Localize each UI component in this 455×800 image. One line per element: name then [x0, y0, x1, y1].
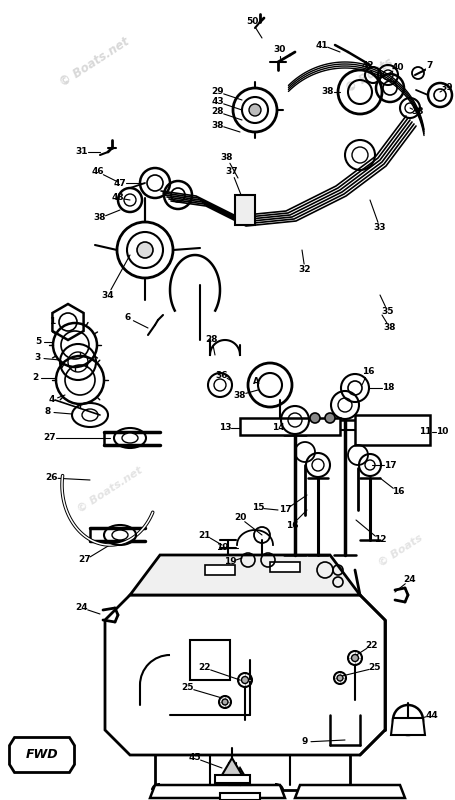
Text: 19: 19 — [215, 543, 228, 553]
Circle shape — [136, 242, 153, 258]
Text: 46: 46 — [91, 167, 104, 177]
Text: 31: 31 — [76, 147, 88, 157]
Text: 14: 14 — [271, 423, 283, 433]
Text: 6: 6 — [125, 314, 131, 322]
Text: 7: 7 — [426, 61, 432, 70]
Text: 20: 20 — [233, 514, 246, 522]
Text: 16: 16 — [391, 487, 404, 497]
Text: 5: 5 — [35, 338, 41, 346]
Text: 22: 22 — [365, 641, 377, 650]
Text: FWD: FWD — [25, 749, 58, 762]
Text: 32: 32 — [298, 266, 311, 274]
Text: 38: 38 — [211, 121, 224, 130]
Text: 8: 8 — [45, 407, 51, 417]
Polygon shape — [229, 768, 249, 785]
Circle shape — [248, 104, 260, 116]
Text: © Boats.net: © Boats.net — [76, 466, 144, 514]
Text: 30: 30 — [273, 46, 286, 54]
Polygon shape — [10, 738, 74, 773]
Text: 43: 43 — [211, 98, 224, 106]
Text: 21: 21 — [198, 530, 211, 539]
Circle shape — [241, 677, 248, 683]
Text: 27: 27 — [79, 555, 91, 565]
Ellipse shape — [122, 433, 138, 443]
Text: 18: 18 — [381, 383, 394, 393]
Text: 12: 12 — [373, 535, 385, 545]
Circle shape — [324, 413, 334, 423]
Text: 47: 47 — [113, 178, 126, 187]
Circle shape — [336, 675, 342, 681]
Text: 28: 28 — [211, 107, 224, 117]
Polygon shape — [222, 758, 242, 775]
Text: 16: 16 — [361, 367, 374, 377]
Text: 22: 22 — [198, 663, 211, 673]
Text: 38: 38 — [411, 107, 423, 117]
Text: 38: 38 — [220, 154, 233, 162]
Text: 16: 16 — [285, 521, 298, 530]
Text: 15: 15 — [251, 503, 263, 513]
Text: 28: 28 — [205, 335, 218, 345]
Text: © Boats: © Boats — [343, 55, 395, 95]
Text: 44: 44 — [425, 710, 437, 719]
Text: 48: 48 — [111, 194, 124, 202]
Text: 45: 45 — [188, 754, 201, 762]
Text: © Boats.net: © Boats.net — [58, 34, 132, 90]
Text: 38: 38 — [383, 323, 395, 333]
Polygon shape — [105, 595, 384, 755]
Text: 17: 17 — [278, 506, 291, 514]
Text: 50: 50 — [245, 18, 258, 26]
Text: 27: 27 — [44, 434, 56, 442]
Polygon shape — [390, 718, 424, 735]
Text: 11: 11 — [418, 427, 430, 437]
Text: 24: 24 — [76, 603, 88, 613]
Polygon shape — [294, 785, 404, 798]
Polygon shape — [239, 418, 339, 435]
Text: © Boats: © Boats — [375, 532, 423, 568]
Text: 41: 41 — [315, 41, 328, 50]
Text: 17: 17 — [383, 461, 395, 470]
Text: 38: 38 — [233, 390, 246, 399]
Polygon shape — [150, 785, 284, 798]
Circle shape — [309, 413, 319, 423]
Text: ts.net: ts.net — [184, 563, 226, 597]
Text: 40: 40 — [391, 63, 404, 73]
Text: 36: 36 — [215, 370, 228, 379]
Circle shape — [351, 654, 358, 662]
Text: 10: 10 — [435, 427, 447, 437]
Text: 26: 26 — [46, 474, 58, 482]
Polygon shape — [214, 775, 249, 783]
Text: 38: 38 — [321, 87, 334, 97]
Text: 9: 9 — [301, 738, 308, 746]
Text: 2: 2 — [32, 374, 38, 382]
Polygon shape — [269, 562, 299, 572]
Text: 35: 35 — [381, 307, 394, 317]
Text: 19: 19 — [223, 558, 236, 566]
Text: A: A — [252, 378, 259, 386]
Text: 25: 25 — [182, 683, 194, 693]
Circle shape — [222, 699, 228, 705]
Polygon shape — [190, 640, 229, 680]
Text: 38: 38 — [94, 214, 106, 222]
Text: 25: 25 — [368, 663, 380, 673]
Text: 1: 1 — [49, 318, 55, 326]
Polygon shape — [205, 565, 234, 575]
Polygon shape — [130, 555, 359, 595]
Text: 13: 13 — [218, 423, 231, 433]
Text: 42: 42 — [361, 61, 374, 70]
Text: 3: 3 — [35, 354, 41, 362]
Polygon shape — [52, 304, 83, 340]
Text: 29: 29 — [211, 87, 224, 97]
Text: 4: 4 — [49, 395, 55, 405]
Polygon shape — [219, 793, 259, 800]
Text: 34: 34 — [101, 290, 114, 299]
Text: 24: 24 — [403, 575, 415, 585]
Text: 37: 37 — [225, 167, 238, 177]
Text: 33: 33 — [373, 223, 385, 233]
Polygon shape — [234, 195, 254, 225]
Ellipse shape — [112, 530, 128, 540]
Text: 39: 39 — [440, 83, 452, 93]
Polygon shape — [354, 415, 429, 445]
